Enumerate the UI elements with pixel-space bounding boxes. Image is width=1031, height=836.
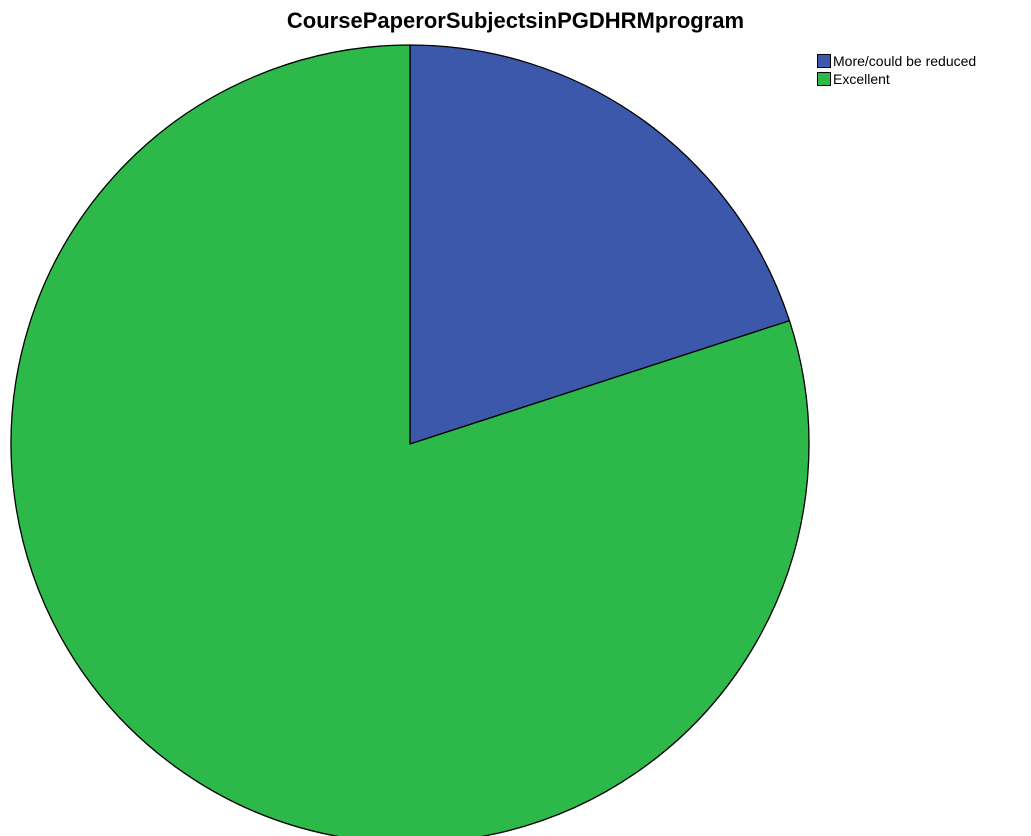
legend-label-more-could-be-reduced: More/could be reduced	[833, 53, 977, 69]
legend-label-excellent: Excellent	[833, 71, 890, 87]
legend-swatch-excellent	[817, 72, 831, 86]
legend: More/could be reduced Excellent	[817, 52, 976, 88]
pie-slice-more-could-be-reduced	[409, 44, 791, 445]
pie-slices	[10, 44, 810, 836]
legend-item-excellent: Excellent	[817, 70, 976, 88]
legend-item-more-could-be-reduced: More/could be reduced	[817, 52, 976, 70]
pie-slice-excellent	[10, 44, 810, 836]
legend-swatch-more-could-be-reduced	[817, 54, 831, 68]
chart-title: CoursePaperorSubjectsinPGDHRMprogram	[286, 8, 745, 33]
